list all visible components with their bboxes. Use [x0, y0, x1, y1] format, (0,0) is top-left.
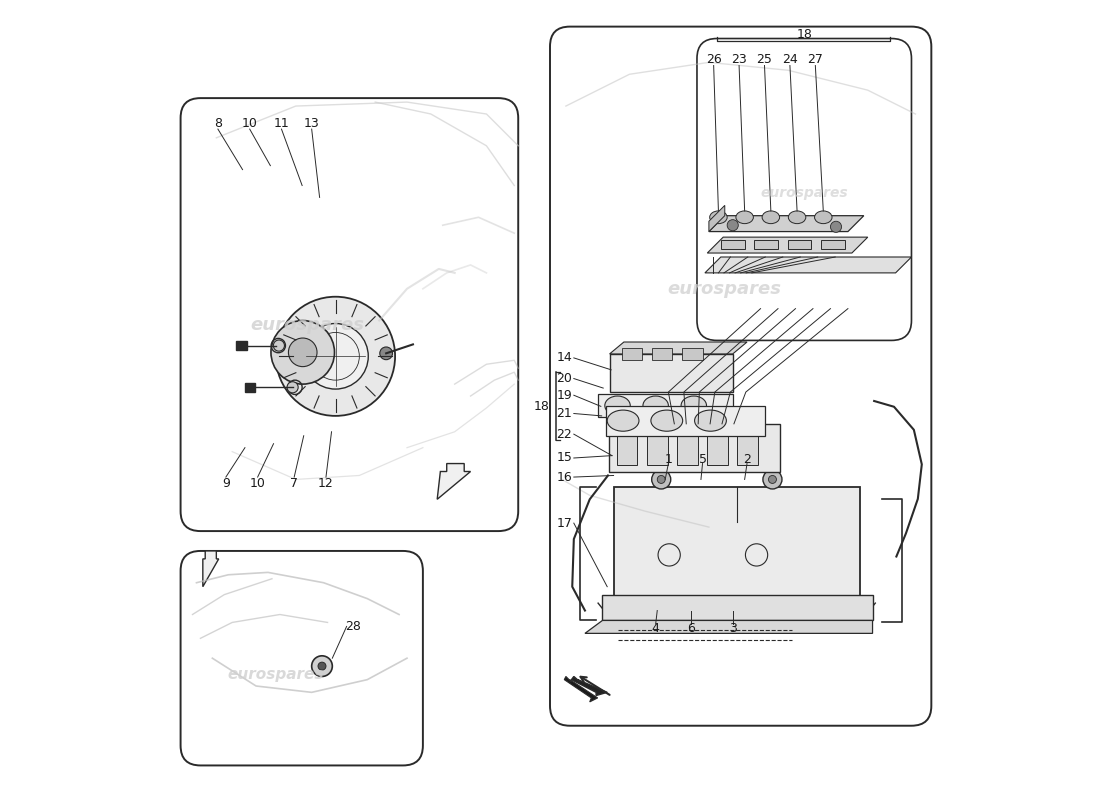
Text: 10: 10: [250, 477, 265, 490]
Polygon shape: [202, 551, 219, 586]
Bar: [682, 347, 703, 360]
Bar: [617, 434, 637, 465]
Circle shape: [311, 656, 332, 677]
Text: 17: 17: [557, 517, 572, 530]
Text: 14: 14: [557, 351, 572, 364]
Text: 21: 21: [557, 407, 572, 420]
Bar: [236, 341, 246, 350]
Ellipse shape: [762, 211, 780, 224]
Circle shape: [658, 475, 666, 483]
FancyBboxPatch shape: [608, 424, 780, 471]
Text: 10: 10: [242, 117, 257, 130]
Text: 28: 28: [345, 620, 361, 633]
Circle shape: [318, 662, 326, 670]
Circle shape: [302, 323, 368, 389]
Text: 18: 18: [535, 400, 550, 413]
Circle shape: [273, 340, 285, 351]
FancyBboxPatch shape: [606, 406, 764, 436]
Circle shape: [830, 222, 842, 232]
Text: 27: 27: [807, 54, 823, 66]
Text: 4: 4: [651, 622, 660, 635]
Bar: [651, 347, 672, 360]
Circle shape: [271, 321, 334, 384]
Ellipse shape: [710, 211, 727, 224]
Bar: [245, 382, 255, 392]
Circle shape: [651, 470, 671, 489]
FancyBboxPatch shape: [614, 487, 860, 602]
Text: 19: 19: [557, 389, 572, 402]
Ellipse shape: [644, 396, 669, 415]
Bar: [755, 239, 778, 249]
Polygon shape: [437, 463, 471, 499]
Text: 20: 20: [557, 372, 572, 385]
Ellipse shape: [605, 396, 630, 415]
Text: 11: 11: [274, 117, 289, 130]
Text: eurospares: eurospares: [228, 666, 324, 682]
FancyBboxPatch shape: [609, 354, 733, 392]
Polygon shape: [705, 257, 912, 273]
Circle shape: [727, 220, 738, 230]
Circle shape: [624, 426, 634, 435]
Text: 12: 12: [318, 477, 333, 490]
Circle shape: [287, 382, 298, 393]
Bar: [737, 434, 758, 465]
Circle shape: [763, 470, 782, 489]
Text: 22: 22: [557, 428, 572, 441]
Text: 26: 26: [706, 54, 722, 66]
Bar: [707, 434, 728, 465]
Text: 15: 15: [557, 451, 572, 465]
Polygon shape: [585, 621, 872, 634]
Text: 2: 2: [744, 453, 751, 466]
Ellipse shape: [789, 211, 806, 224]
Text: 9: 9: [222, 477, 230, 490]
Text: 18: 18: [796, 28, 812, 41]
Bar: [720, 239, 745, 249]
Bar: [647, 434, 668, 465]
Ellipse shape: [681, 396, 706, 415]
Text: eurospares: eurospares: [668, 280, 782, 298]
FancyBboxPatch shape: [603, 594, 872, 621]
Ellipse shape: [607, 410, 639, 431]
Text: 13: 13: [304, 117, 319, 130]
Polygon shape: [708, 216, 864, 231]
Text: 7: 7: [290, 477, 298, 490]
Text: 8: 8: [213, 117, 222, 130]
Text: 24: 24: [782, 54, 797, 66]
Bar: [621, 347, 642, 360]
Polygon shape: [609, 342, 747, 354]
Circle shape: [276, 297, 395, 416]
Circle shape: [769, 475, 777, 483]
Text: 23: 23: [732, 54, 747, 66]
Text: eurospares: eurospares: [251, 315, 365, 334]
Polygon shape: [707, 237, 868, 253]
Circle shape: [288, 338, 317, 366]
Polygon shape: [708, 206, 725, 231]
Ellipse shape: [814, 211, 832, 224]
Ellipse shape: [651, 410, 683, 431]
Bar: [678, 434, 697, 465]
Text: 16: 16: [557, 470, 572, 483]
Text: 1: 1: [664, 453, 672, 466]
Text: 25: 25: [757, 54, 772, 66]
Text: 3: 3: [729, 622, 737, 635]
Text: 5: 5: [698, 453, 706, 466]
Ellipse shape: [694, 410, 726, 431]
Polygon shape: [572, 677, 607, 695]
Circle shape: [379, 347, 393, 360]
Bar: [821, 239, 845, 249]
Circle shape: [616, 426, 626, 435]
Bar: [788, 239, 812, 249]
FancyBboxPatch shape: [597, 394, 733, 418]
Text: eurospares: eurospares: [760, 186, 848, 201]
Polygon shape: [564, 677, 597, 702]
Ellipse shape: [736, 211, 754, 224]
Text: 6: 6: [688, 622, 695, 635]
